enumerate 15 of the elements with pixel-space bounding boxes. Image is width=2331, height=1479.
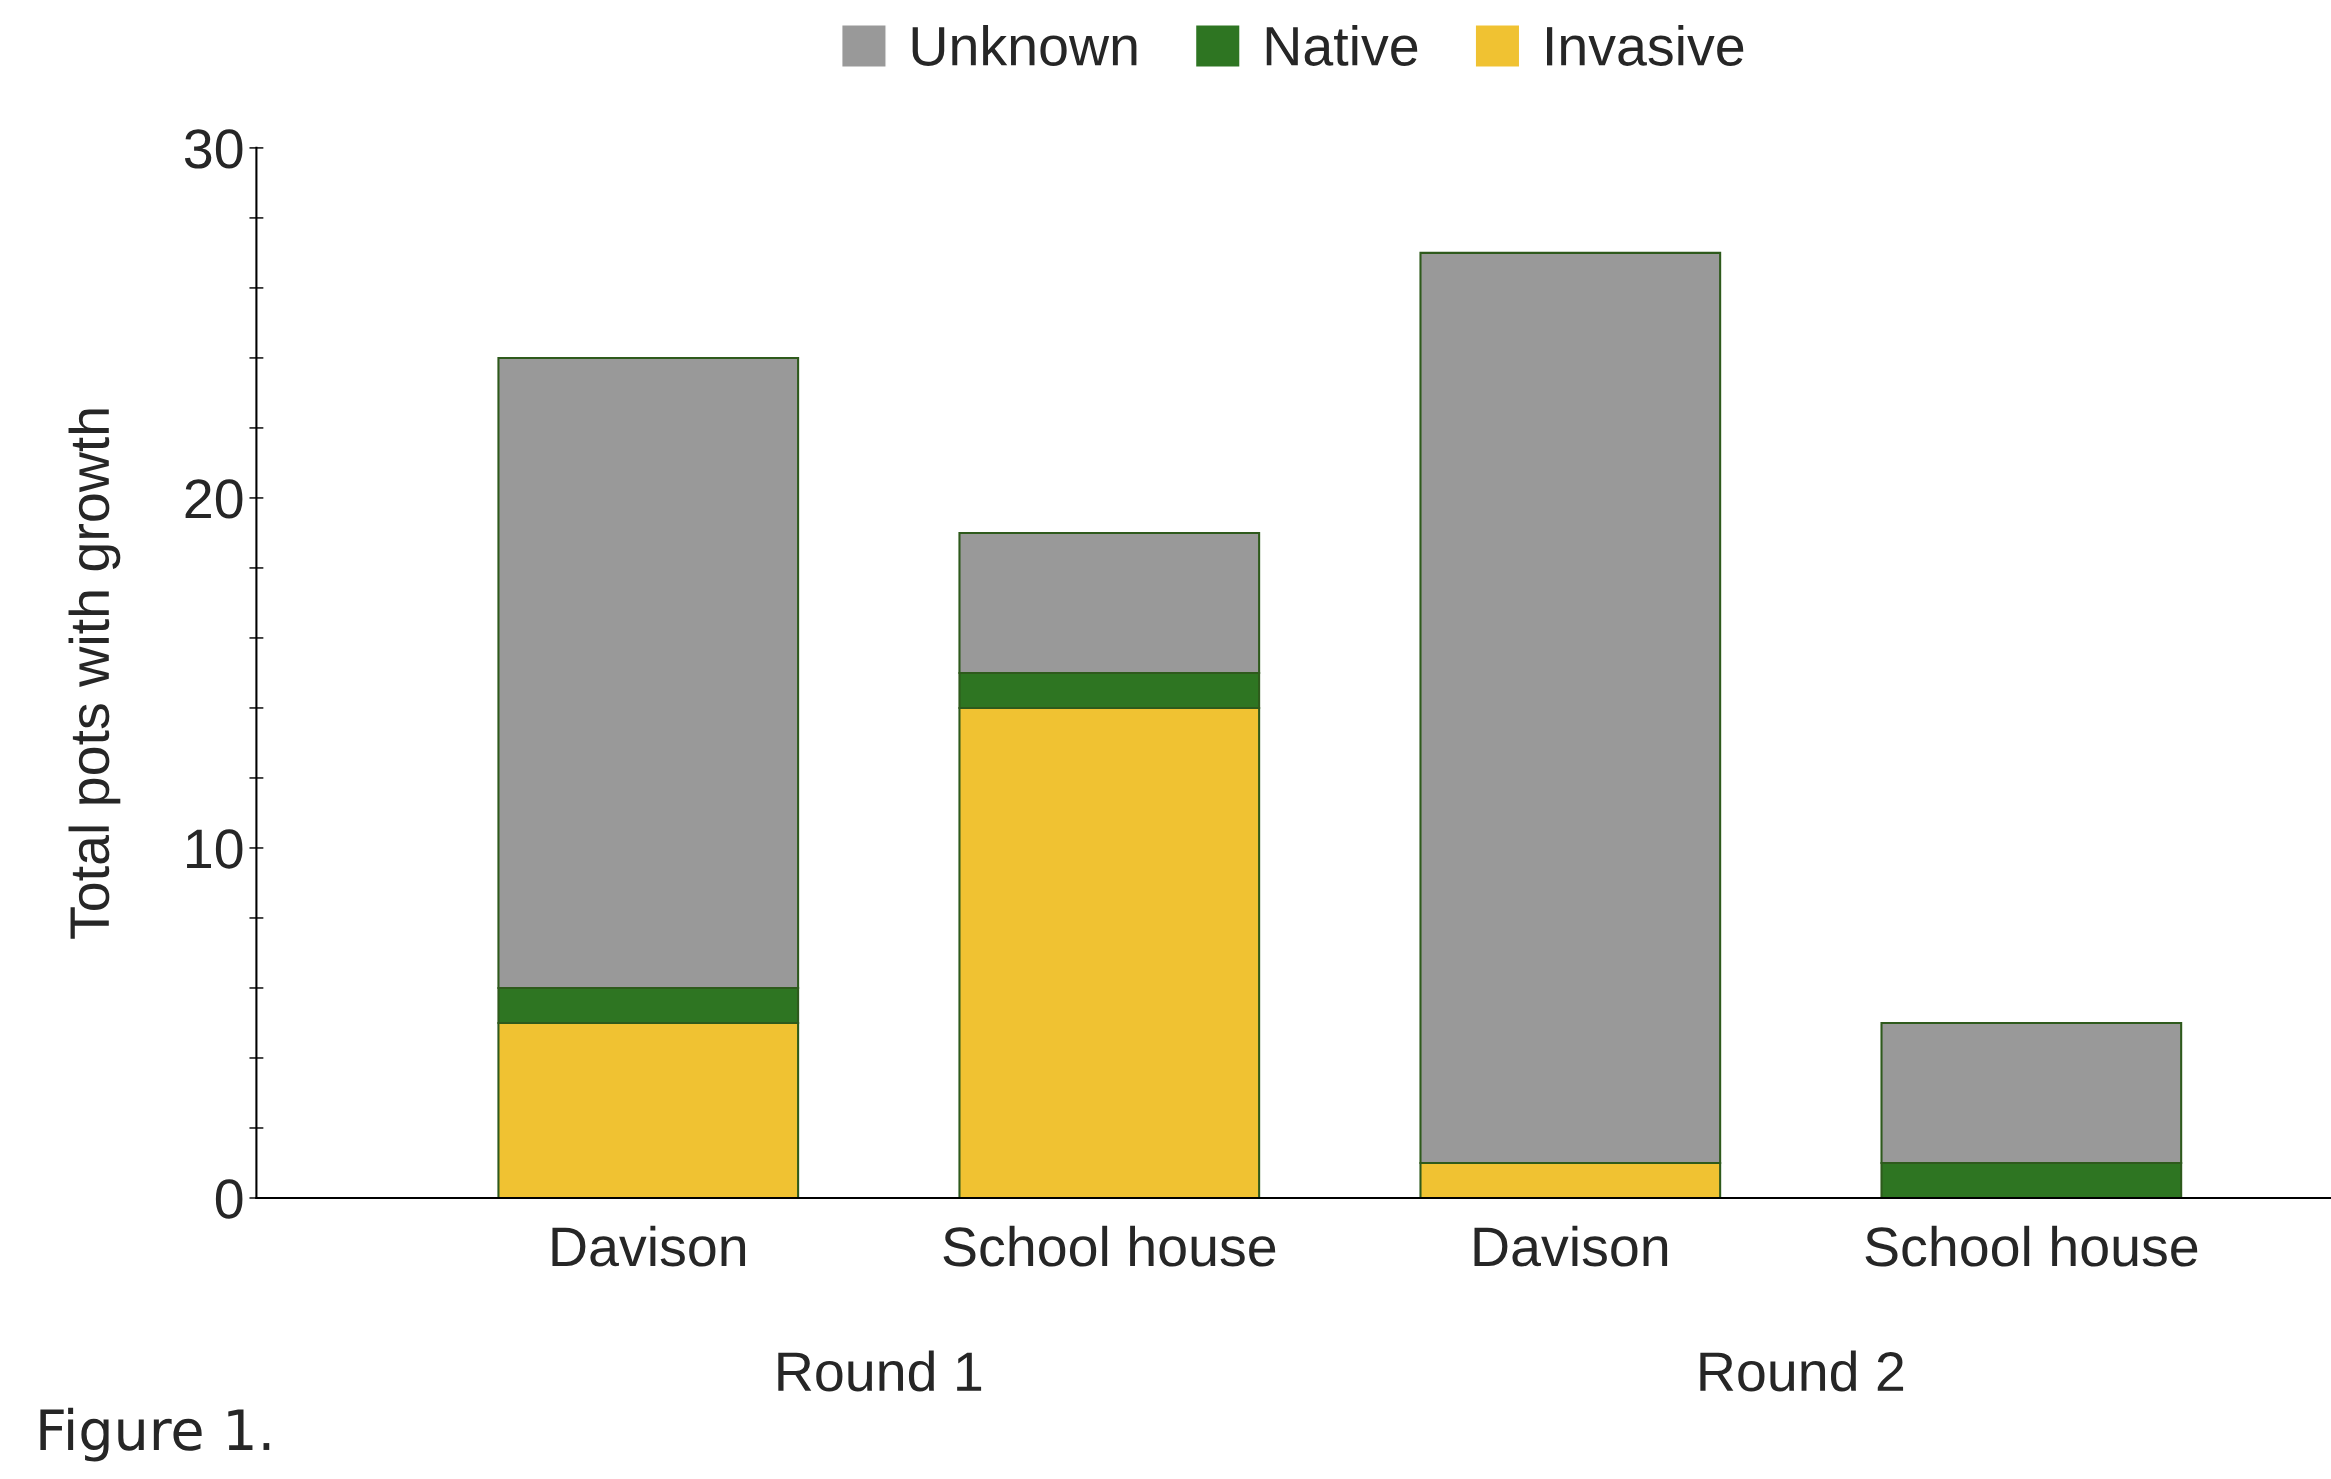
caption: Figure 1. [40,1407,270,1462]
x-tick-label: School house [1865,1225,2198,1267]
legend-label: Unknown [912,25,1137,66]
y-tick-label: 10 [187,829,243,869]
legend-label: Invasive [1547,25,1744,66]
legend-label: Native [1266,25,1418,66]
y-tick-label: 20 [185,479,243,519]
y-axis-title: Total pots with growth [68,409,121,939]
y-tick-label: 0 [215,1179,243,1219]
y-tick-label: 30 [184,129,243,169]
text: Round 1 [778,1350,982,1392]
x-tick-label: Davison [1474,1225,1668,1267]
x-tick-label: School house [943,1225,1276,1267]
x-tick-label: Davison [552,1225,746,1267]
text: Round 2 [1700,1350,1904,1392]
